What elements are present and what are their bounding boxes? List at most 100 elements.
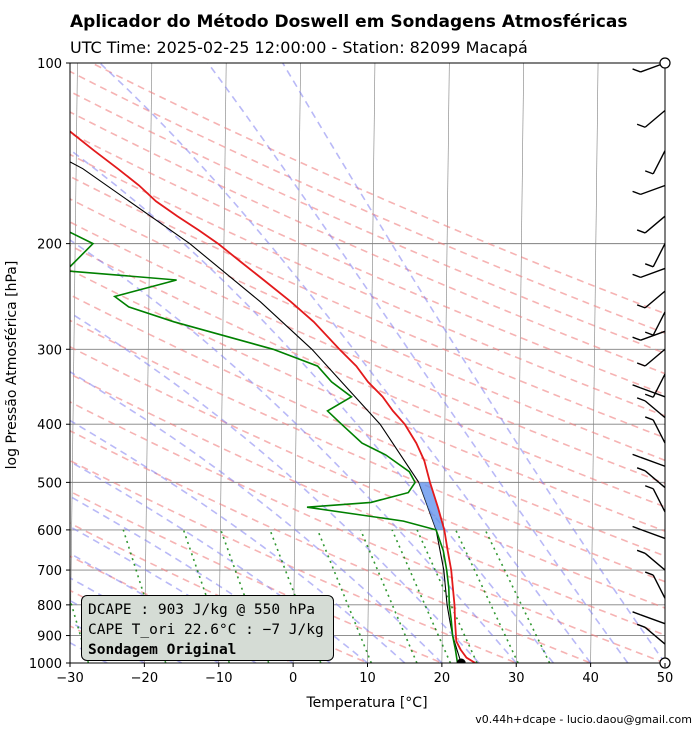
moist-adiabat <box>70 148 555 663</box>
x-tick-label: 50 <box>657 671 674 686</box>
dry-adiabat <box>70 625 147 663</box>
wind-barb-flag <box>644 170 654 175</box>
x-tick-label: 10 <box>359 671 376 686</box>
wind-barb-flag <box>632 68 641 73</box>
dry-adiabat <box>70 132 665 396</box>
moist-adiabat <box>70 621 145 663</box>
wind-barb-flag <box>632 611 641 616</box>
chart-title: Aplicador do Método Doswell em Sondagens… <box>70 12 628 32</box>
wind-barb <box>640 528 666 540</box>
data-layer <box>70 130 476 663</box>
chart-subtitle: UTC Time: 2025-02-25 12:00:00 - Station:… <box>70 38 528 57</box>
wind-barb-flag <box>632 525 641 531</box>
wind-barb-flag <box>632 336 641 341</box>
x-tick-label: −10 <box>205 671 232 686</box>
dry-adiabat <box>70 70 665 335</box>
dry-adiabat <box>70 111 665 375</box>
wind-barb-flag <box>644 263 654 268</box>
dry-adiabat <box>70 401 665 663</box>
wind-barb <box>652 488 666 513</box>
isotherm-line <box>70 63 78 663</box>
wind-barb <box>644 290 666 309</box>
wind-barb-flag <box>644 571 654 576</box>
dry-adiabat <box>70 175 665 439</box>
x-axis-label: Temperatura [°C] <box>305 695 427 711</box>
moist-adiabat <box>207 63 629 663</box>
wind-barb <box>640 184 666 196</box>
wind-barb-flag <box>636 467 646 472</box>
x-tick-label: −20 <box>131 671 158 686</box>
wind-barb-flag <box>636 229 646 234</box>
dry-adiabat <box>70 373 665 636</box>
isotherm-line <box>367 63 376 663</box>
y-tick-label: 700 <box>37 564 62 579</box>
dry-adiabat <box>70 90 665 355</box>
wind-barb-flag <box>636 362 646 367</box>
wind-barb-flag <box>636 304 646 309</box>
isotherm-line <box>292 63 301 663</box>
y-axis-label: log Pressão Atmosférica [hPa] <box>4 261 20 470</box>
wind-barb-flag <box>636 397 646 402</box>
wind-barb-flag <box>644 331 654 336</box>
wind-barbs <box>632 57 671 669</box>
dry-adiabat <box>70 221 665 485</box>
wind-barb <box>644 348 666 367</box>
wind-barb <box>644 109 666 128</box>
dry-adiabat <box>70 269 665 533</box>
wind-barb-flag <box>644 393 654 398</box>
wind-barb <box>652 150 666 175</box>
wind-barb <box>644 400 666 419</box>
grid-layer <box>0 36 665 676</box>
dry-adiabat <box>70 490 444 663</box>
wind-barb-flag <box>636 623 646 628</box>
wind-barb-flag <box>644 485 654 490</box>
dry-adiabat <box>70 345 665 609</box>
mixing-ratio-line <box>484 529 551 663</box>
wind-barb-flag <box>632 453 641 458</box>
y-tick-label: 500 <box>37 476 62 491</box>
cape-area <box>418 482 445 530</box>
dry-adiabat <box>90 63 665 315</box>
y-tick-label: 100 <box>37 57 62 72</box>
dry-adiabat <box>70 153 665 417</box>
dry-adiabat <box>70 429 593 663</box>
y-tick-label: 400 <box>37 418 62 433</box>
wind-barb <box>640 456 666 467</box>
y-tick-label: 800 <box>37 599 62 614</box>
moist-adiabat <box>70 239 517 663</box>
axis-ticks: −30 −20 −10 0 10 20 30 40 50 100 200 300 400 500 600 70… <box>29 57 673 686</box>
moist-adiabat <box>70 460 369 663</box>
dry-adiabat <box>70 459 519 663</box>
dry-adiabat <box>70 244 665 508</box>
wind-barb <box>640 267 666 279</box>
dewpoint-profile <box>70 231 459 663</box>
dry-adiabat <box>70 319 665 583</box>
wind-barb-flag <box>636 123 646 128</box>
mixing-ratio-line <box>454 529 519 663</box>
cape-line: CAPE T_ori 22.6°C : −7 J/kg <box>88 622 324 638</box>
wind-barb <box>644 470 666 489</box>
y-tick-label: 200 <box>37 238 62 253</box>
wind-barb <box>640 614 666 625</box>
calm-wind-marker <box>659 57 671 69</box>
temperature-profile <box>70 130 476 663</box>
y-tick-label: 900 <box>37 630 62 645</box>
wind-barb-flag <box>644 416 654 421</box>
wind-barb-flag <box>636 549 646 554</box>
wind-barb <box>644 552 666 571</box>
mixing-ratio-line <box>359 529 418 663</box>
wind-barb <box>644 626 666 645</box>
moist-adiabat <box>70 419 406 663</box>
wind-barb-flag <box>632 190 641 196</box>
wind-barb <box>652 419 666 444</box>
mixing-ratio-line <box>391 529 452 663</box>
isotherm-line <box>0 36 3 676</box>
moist-adiabat <box>70 370 443 663</box>
moist-adiabat <box>70 311 480 663</box>
wind-barb <box>640 387 666 398</box>
wind-barb-flag <box>632 273 641 279</box>
dcape-line: DCAPE : 903 J/kg @ 550 hPa <box>88 602 315 618</box>
sounding-label: Sondagem Original <box>88 642 237 658</box>
wind-barb <box>644 215 666 234</box>
